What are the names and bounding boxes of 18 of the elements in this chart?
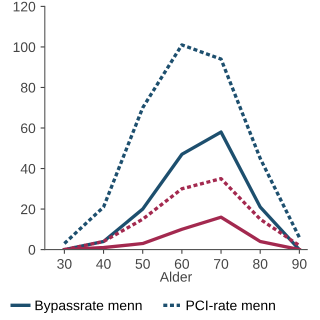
y-tick-label: 20 bbox=[21, 204, 36, 214]
x-tick-label: 40 bbox=[96, 258, 111, 269]
y-tick-label: 100 bbox=[14, 42, 36, 52]
y-tick-label: 40 bbox=[20, 164, 36, 174]
y-tick-label: 60 bbox=[21, 123, 36, 134]
x-tick-label: 60 bbox=[174, 258, 190, 269]
x-axis-title: Alder bbox=[160, 272, 192, 282]
x-tick-label: 50 bbox=[136, 258, 150, 269]
y-tick-label: 80 bbox=[20, 82, 36, 93]
y-tick-label: 120 bbox=[14, 2, 36, 12]
y-tick-label: 0 bbox=[28, 244, 36, 255]
x-tick-label: 80 bbox=[253, 258, 268, 269]
x-tick-label: 90 bbox=[292, 258, 307, 269]
x-tick-label: 30 bbox=[57, 258, 72, 269]
x-tick-label: 70 bbox=[214, 258, 228, 269]
line-series bbox=[62, 43, 302, 246]
legend-label: PCI-rate menn bbox=[186, 300, 275, 310]
legend-label: Bypassrate menn bbox=[36, 300, 142, 314]
